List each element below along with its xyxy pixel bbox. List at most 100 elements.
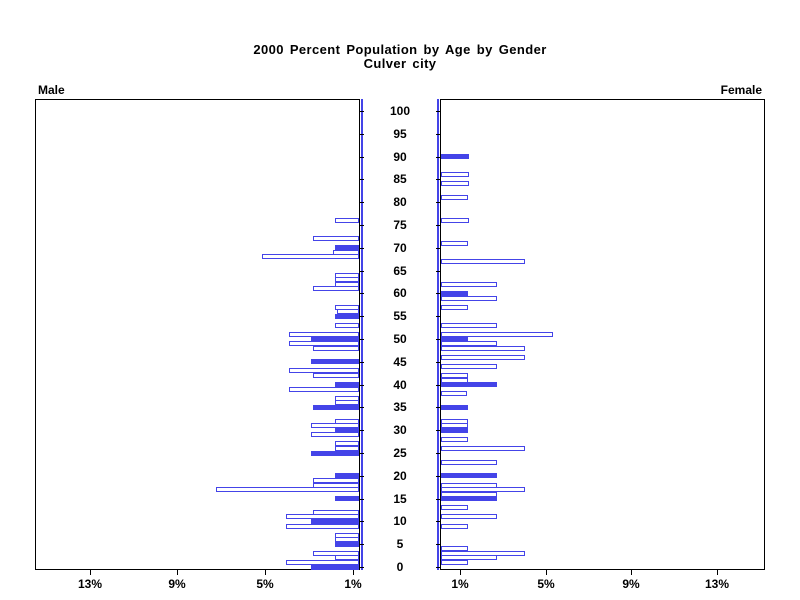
male-x-tick-5 xyxy=(265,570,266,575)
female-age-tick-30 xyxy=(436,430,440,431)
female-age-tick-10 xyxy=(436,521,440,522)
female-age-tick-75 xyxy=(436,225,440,226)
female-bar-age-59 xyxy=(441,296,497,301)
female-bar-age-51 xyxy=(441,332,553,337)
male-age-tick-60 xyxy=(360,293,364,294)
female-bar-age-84 xyxy=(441,181,469,186)
male-age-tick-95 xyxy=(360,134,364,135)
age-axis-label-95: 95 xyxy=(393,127,407,141)
female-bar-age-50 xyxy=(441,337,468,342)
male-panel-label: Male xyxy=(38,83,65,97)
male-bar-age-42 xyxy=(313,373,359,378)
male-bar-age-17 xyxy=(216,487,359,492)
male-bar-age-10 xyxy=(311,519,359,524)
age-axis-label-80: 80 xyxy=(393,195,407,209)
female-bar-age-57 xyxy=(441,305,468,310)
male-bar-age-62 xyxy=(335,282,359,287)
male-age-tick-40 xyxy=(360,385,364,386)
age-axis-label-40: 40 xyxy=(393,378,407,392)
female-x-tick-1 xyxy=(460,570,461,575)
female-age-tick-65 xyxy=(436,271,440,272)
male-bar-age-40 xyxy=(335,382,359,387)
age-axis-label-85: 85 xyxy=(393,172,407,186)
female-x-tick-13 xyxy=(717,570,718,575)
male-x-tick-1 xyxy=(353,570,354,575)
male-bar-age-19 xyxy=(313,478,359,483)
male-bar-age-37 xyxy=(335,396,359,401)
female-bar-age-71 xyxy=(441,241,468,246)
female-bar-age-62 xyxy=(441,282,497,287)
female-bar-age-76 xyxy=(441,218,469,223)
age-axis-label-100: 100 xyxy=(389,104,411,118)
age-axis-label-90: 90 xyxy=(393,150,407,164)
female-age-tick-45 xyxy=(436,362,440,363)
female-bar-age-16 xyxy=(441,492,497,497)
female-age-tick-70 xyxy=(436,248,440,249)
male-bar-age-64 xyxy=(335,273,359,278)
female-bar-age-44 xyxy=(441,364,497,369)
age-axis-label-75: 75 xyxy=(393,218,407,232)
male-x-label-1: 1% xyxy=(344,577,362,591)
female-bar-age-9 xyxy=(441,524,468,529)
female-bar-age-40 xyxy=(441,382,497,387)
female-bar-age-38 xyxy=(441,391,467,396)
age-axis-label-35: 35 xyxy=(393,400,407,414)
age-axis-label-15: 15 xyxy=(393,492,407,506)
male-bar-age-30 xyxy=(335,428,359,433)
female-bar-age-90 xyxy=(441,154,469,159)
male-age-tick-100 xyxy=(360,111,364,112)
male-age-tick-5 xyxy=(360,544,364,545)
female-age-tick-55 xyxy=(436,316,440,317)
male-age-tick-20 xyxy=(360,476,364,477)
female-age-tick-85 xyxy=(436,179,440,180)
age-axis-label-45: 45 xyxy=(393,355,407,369)
female-response-axis-line xyxy=(437,99,439,570)
male-age-tick-80 xyxy=(360,202,364,203)
female-age-tick-15 xyxy=(436,499,440,500)
male-bar-age-12 xyxy=(313,510,359,515)
female-bar-age-49 xyxy=(441,341,497,346)
female-bar-age-28 xyxy=(441,437,468,442)
male-age-tick-30 xyxy=(360,430,364,431)
male-bar-age-18 xyxy=(313,483,359,488)
male-bar-age-0 xyxy=(311,565,359,570)
chart-title: 2000 Percent Population by Age by Gender xyxy=(253,42,547,57)
male-bar-age-7 xyxy=(335,533,359,538)
male-bar-age-25 xyxy=(311,451,359,456)
male-age-tick-70 xyxy=(360,248,364,249)
male-bar-age-51 xyxy=(289,332,359,337)
female-bar-age-42 xyxy=(441,373,468,378)
age-axis-label-60: 60 xyxy=(393,286,407,300)
female-age-tick-90 xyxy=(436,157,440,158)
female-bar-age-32 xyxy=(441,419,468,424)
female-bar-age-46 xyxy=(441,355,525,360)
male-x-label-5: 5% xyxy=(256,577,274,591)
female-bar-age-1 xyxy=(441,560,468,565)
female-age-tick-0 xyxy=(436,567,440,568)
female-bar-age-4 xyxy=(441,546,468,551)
male-x-label-9: 9% xyxy=(168,577,186,591)
male-bar-age-50 xyxy=(311,337,359,342)
female-age-tick-80 xyxy=(436,202,440,203)
chart-subtitle: Culver city xyxy=(363,56,437,71)
female-bar-age-3 xyxy=(441,551,525,556)
female-bar-age-35 xyxy=(441,405,468,410)
male-bar-age-43 xyxy=(289,368,359,373)
male-age-tick-45 xyxy=(360,362,364,363)
female-age-tick-20 xyxy=(436,476,440,477)
age-axis-label-55: 55 xyxy=(393,309,407,323)
male-bar-age-3 xyxy=(313,551,359,556)
male-age-tick-55 xyxy=(360,316,364,317)
female-bar-age-23 xyxy=(441,460,497,465)
female-bar-age-53 xyxy=(441,323,497,328)
male-bar-age-57 xyxy=(335,305,359,310)
age-axis-label-25: 25 xyxy=(393,446,407,460)
male-bar-age-32 xyxy=(335,419,359,424)
male-bar-age-27 xyxy=(335,441,359,446)
age-axis-label-70: 70 xyxy=(393,241,407,255)
male-response-axis-line xyxy=(361,99,363,570)
male-age-tick-10 xyxy=(360,521,364,522)
male-bar-age-70 xyxy=(335,245,359,250)
female-bar-age-48 xyxy=(441,346,525,351)
male-bar-age-69 xyxy=(333,250,359,255)
